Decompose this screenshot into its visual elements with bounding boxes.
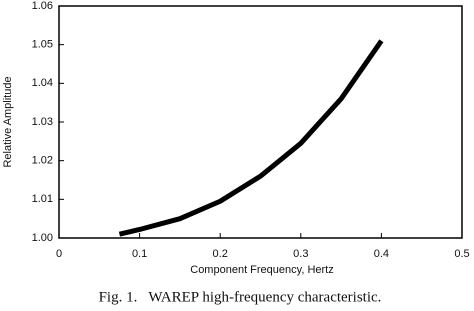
y-tick-label: 1.06 (32, 0, 53, 12)
x-axis-label: Component Frequency, Hertz (190, 264, 333, 276)
x-tick-label: 0.5 (454, 248, 469, 260)
data-line (118, 39, 384, 237)
y-tick-label: 1.00 (32, 232, 53, 244)
y-tick-label: 1.01 (32, 193, 53, 205)
y-tick-label: 1.03 (32, 116, 53, 128)
x-tick-label: 0.2 (213, 248, 228, 260)
x-tick-label: 0.1 (132, 248, 147, 260)
y-tick-label: 1.02 (32, 155, 53, 167)
y-axis-label: Relative Amplitude (2, 76, 14, 167)
plot-frame (58, 5, 463, 239)
caption: Fig. 1. WAREP high-frequency characteris… (99, 289, 382, 305)
x-tick-label: 0.4 (374, 248, 389, 260)
x-tick-label: 0.3 (293, 248, 308, 260)
y-tick-label: 1.04 (32, 77, 53, 89)
x-tick-label: 0 (56, 248, 62, 260)
y-tick-label: 1.05 (32, 39, 53, 51)
